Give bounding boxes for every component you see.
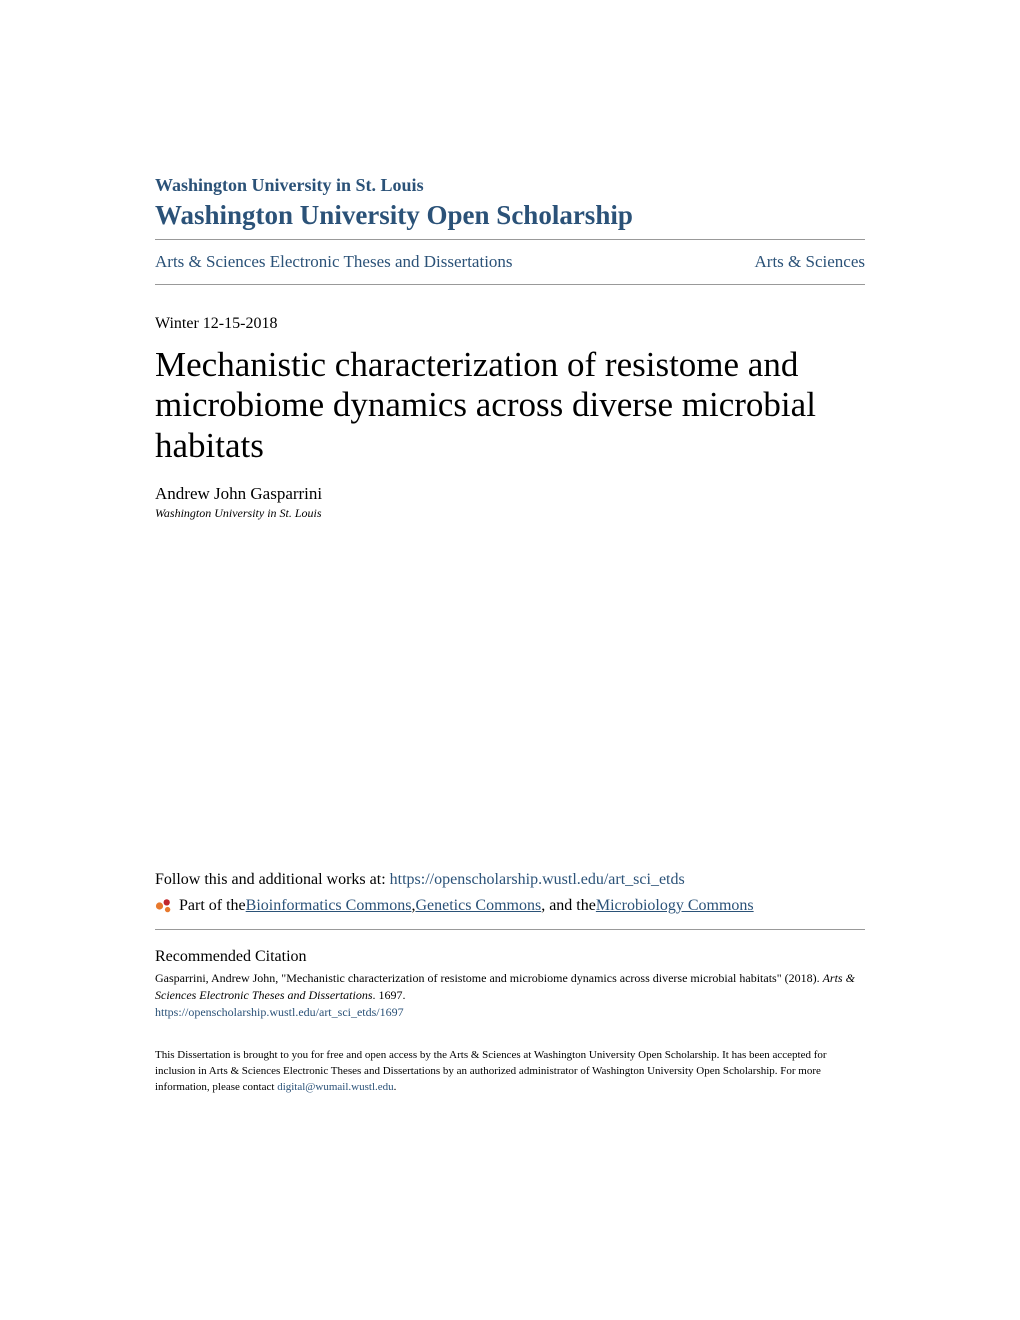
part-of-row: Part of the Bioinformatics Commons, Gene… <box>155 897 865 915</box>
commons-link-microbiology[interactable]: Microbiology Commons <box>596 897 754 915</box>
follow-prefix: Follow this and additional works at: <box>155 871 390 888</box>
author-affiliation: Washington University in St. Louis <box>155 506 865 521</box>
footer-section: This Dissertation is brought to you for … <box>155 1048 865 1096</box>
commons-link-bioinformatics[interactable]: Bioinformatics Commons <box>246 897 412 915</box>
footer-email-link[interactable]: digital@wumail.wustl.edu <box>277 1081 393 1093</box>
separator: , and the <box>541 897 596 915</box>
institution-link[interactable]: Washington University in St. Louis <box>155 175 865 196</box>
footer-text: This Dissertation is brought to you for … <box>155 1048 865 1096</box>
network-icon <box>155 897 173 915</box>
header-section: Washington University in St. Louis Washi… <box>155 175 865 285</box>
breadcrumb-collection-link[interactable]: Arts & Sciences Electronic Theses and Di… <box>155 252 513 272</box>
divider <box>155 929 865 930</box>
citation-part-1: Gasparrini, Andrew John, "Mechanistic ch… <box>155 971 823 985</box>
follow-url-link[interactable]: https://openscholarship.wustl.edu/art_sc… <box>390 871 685 888</box>
part-of-prefix: Part of the <box>179 897 246 915</box>
divider <box>155 239 865 240</box>
breadcrumb-row: Arts & Sciences Electronic Theses and Di… <box>155 252 865 272</box>
commons-link-genetics[interactable]: Genetics Commons <box>415 897 541 915</box>
citation-url-link[interactable]: https://openscholarship.wustl.edu/art_sc… <box>155 1005 865 1020</box>
citation-text: Gasparrini, Andrew John, "Mechanistic ch… <box>155 970 865 1004</box>
divider <box>155 284 865 285</box>
follow-row: Follow this and additional works at: htt… <box>155 871 865 889</box>
citation-section: Recommended Citation Gasparrini, Andrew … <box>155 948 865 1021</box>
follow-section: Follow this and additional works at: htt… <box>155 871 865 915</box>
author-name: Andrew John Gasparrini <box>155 484 865 504</box>
document-title: Mechanistic characterization of resistom… <box>155 345 865 466</box>
citation-part-2: . 1697. <box>373 988 406 1002</box>
footer-text-part-2: . <box>394 1081 397 1093</box>
footer-text-part-1: This Dissertation is brought to you for … <box>155 1049 827 1093</box>
breadcrumb-parent-link[interactable]: Arts & Sciences <box>755 252 865 272</box>
citation-heading: Recommended Citation <box>155 948 865 966</box>
publication-date: Winter 12-15-2018 <box>155 315 865 333</box>
repository-title-link[interactable]: Washington University Open Scholarship <box>155 200 865 231</box>
